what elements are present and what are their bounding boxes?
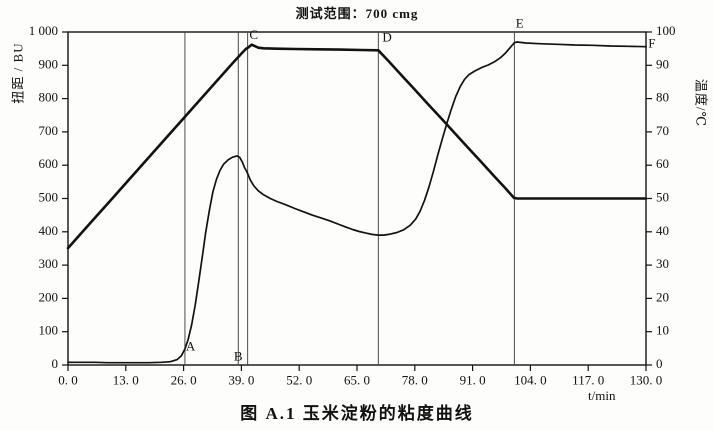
- right-tick-label: 0: [656, 356, 663, 371]
- right-tick-label: 90: [656, 56, 669, 71]
- left-tick-label: 700: [39, 123, 59, 138]
- left-tick-label: 1 000: [29, 23, 58, 38]
- right-tick-label: 80: [656, 90, 669, 105]
- x-tick-label: 91. 0: [460, 373, 486, 388]
- x-tick-label: 117. 0: [572, 373, 604, 388]
- left-tick-label: 300: [39, 256, 59, 271]
- right-tick-label: 10: [656, 323, 669, 338]
- viscosity-torque-BU-curve: [67, 41, 647, 364]
- right-tick-label: 60: [656, 156, 669, 171]
- right-tick-label: 100: [656, 23, 676, 38]
- x-tick-label: 130. 0: [630, 373, 663, 388]
- x-tick-label: 52. 0: [286, 373, 312, 388]
- right-tick-label: 40: [656, 223, 669, 238]
- x-tick-label: 26. 0: [171, 373, 197, 388]
- temperature-C-curve: [66, 43, 648, 250]
- x-tick-label: 104. 0: [514, 373, 547, 388]
- right-axis-title: 温度/℃: [693, 78, 709, 128]
- x-tick-label: 0. 0: [58, 373, 78, 388]
- left-axis-title: 扭距 / BU: [10, 42, 26, 104]
- right-tick-label: 30: [656, 256, 669, 271]
- right-tick-label: 70: [656, 123, 669, 138]
- marker-label-B: B: [234, 349, 243, 364]
- marker-label-D: D: [382, 30, 391, 45]
- figure-caption: 图 A.1 玉米淀粉的粘度曲线: [240, 404, 474, 423]
- right-tick-label: 50: [656, 189, 669, 204]
- left-tick-label: 0: [52, 356, 59, 371]
- marker-label-E: E: [516, 16, 524, 31]
- x-tick-label: 65. 0: [344, 373, 370, 388]
- left-tick-label: 600: [39, 156, 59, 171]
- left-tick-label: 200: [39, 289, 59, 304]
- x-tick-label: 39. 0: [228, 373, 254, 388]
- x-tick-label: 78. 0: [402, 373, 428, 388]
- marker-label-F: F: [648, 36, 655, 51]
- x-axis-title: t/min: [588, 388, 616, 403]
- left-tick-label: 800: [39, 90, 59, 105]
- x-tick-label: 13. 0: [113, 373, 139, 388]
- marker-label-A: A: [186, 339, 196, 354]
- marker-label-C: C: [249, 27, 258, 42]
- left-tick-label: 400: [39, 223, 59, 238]
- left-tick-label: 900: [39, 56, 59, 71]
- left-tick-label: 500: [39, 189, 59, 204]
- left-tick-label: 100: [39, 323, 59, 338]
- right-tick-label: 20: [656, 289, 669, 304]
- chart-title: 测试范围：700 cmg: [295, 6, 419, 21]
